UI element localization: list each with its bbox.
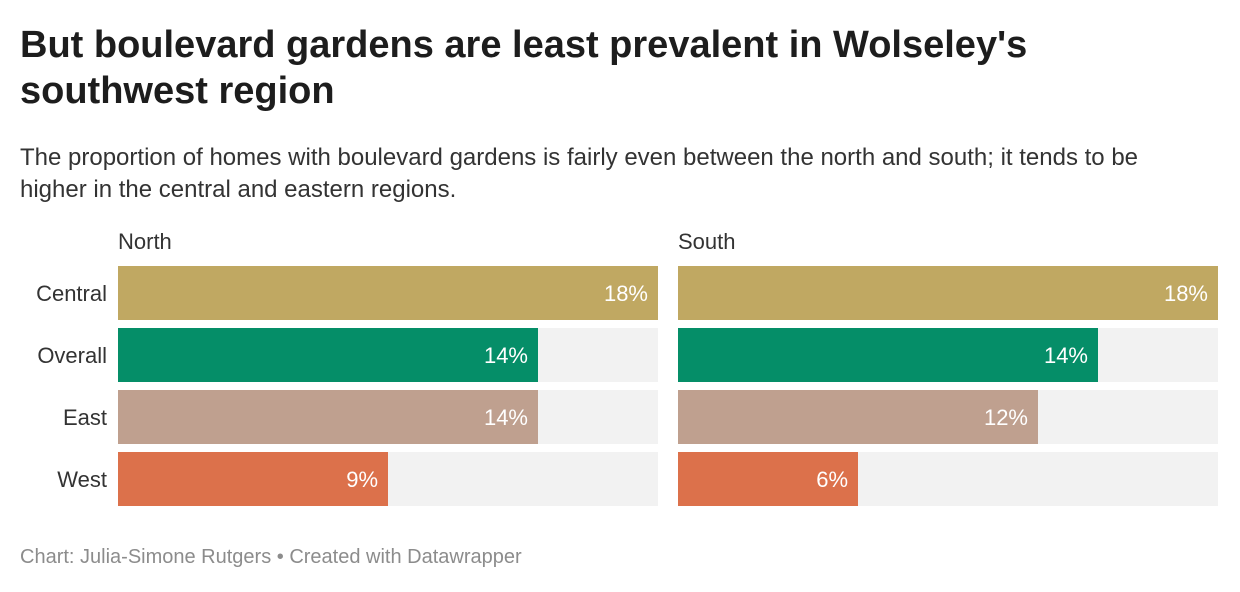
bar-value-label-south-central: 18% <box>1164 281 1208 306</box>
bar-value-label-south-west: 6% <box>816 467 848 492</box>
chart-subtitle: The proportion of homes with boulevard g… <box>20 144 1139 203</box>
bar-value-label-north-overall: 14% <box>484 343 528 368</box>
bar-south-central <box>678 266 1218 320</box>
bar-north-west <box>118 452 388 506</box>
bar-north-east <box>118 390 538 444</box>
category-label-west: West <box>57 467 107 492</box>
bar-value-label-north-west: 9% <box>346 467 378 492</box>
bar-value-label-south-overall: 14% <box>1044 343 1088 368</box>
bar-south-east <box>678 390 1038 444</box>
bar-north-overall <box>118 328 538 382</box>
panel-title-north: North <box>118 229 172 254</box>
category-label-east: East <box>63 405 107 430</box>
panel-title-south: South <box>678 229 736 254</box>
bar-south-west <box>678 452 858 506</box>
bar-value-label-north-east: 14% <box>484 405 528 430</box>
bar-chart: Central Overall East West North 18% 14% 14% 9% So… <box>36 229 1218 506</box>
bar-north-central <box>118 266 658 320</box>
bar-south-overall <box>678 328 1098 382</box>
bar-value-label-south-east: 12% <box>984 405 1028 430</box>
bar-value-label-north-central: 18% <box>604 281 648 306</box>
category-label-central: Central <box>36 281 107 306</box>
category-label-overall: Overall <box>37 343 107 368</box>
chart-credit: Chart: Julia-Simone Rutgers • Created wi… <box>20 546 522 568</box>
chart-title: But boulevard gardens are least prevalen… <box>20 24 1028 112</box>
